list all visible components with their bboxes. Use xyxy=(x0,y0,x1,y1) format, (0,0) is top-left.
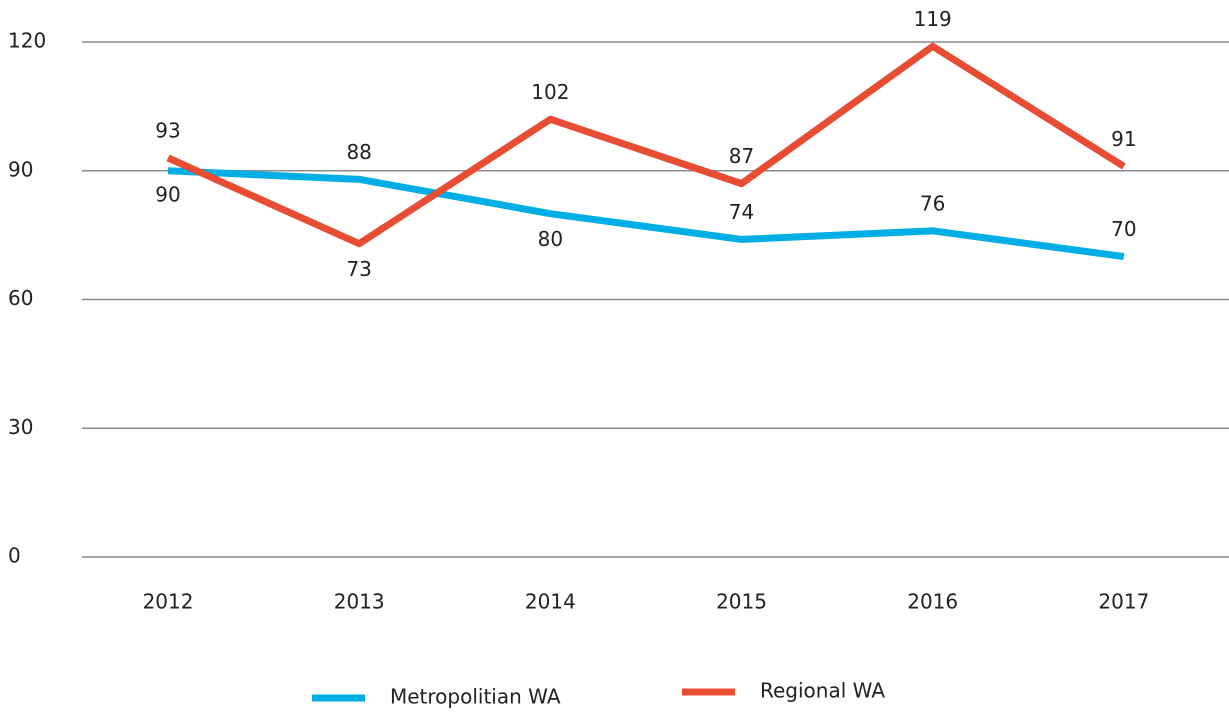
data-label: 90 xyxy=(155,182,180,206)
data-label: 76 xyxy=(920,191,945,215)
x-tick-label: 2012 xyxy=(143,590,194,614)
legend-label: Regional WA xyxy=(760,679,885,703)
data-label: 93 xyxy=(155,118,180,142)
x-tick-label: 2017 xyxy=(1098,590,1149,614)
y-tick-label: 120 xyxy=(8,29,46,53)
data-label: 80 xyxy=(538,227,563,251)
series-line xyxy=(166,42,1126,248)
x-tick-label: 2013 xyxy=(334,590,385,614)
data-label: 87 xyxy=(729,144,754,168)
series-line xyxy=(167,167,1125,261)
data-label: 102 xyxy=(531,80,569,104)
y-tick-label: 60 xyxy=(8,286,33,310)
data-label: 91 xyxy=(1111,127,1136,151)
x-tick-label: 2014 xyxy=(525,590,576,614)
y-tick-label: 30 xyxy=(8,415,33,439)
legend-label: Metropolitian WA xyxy=(390,685,561,709)
y-tick-label: 90 xyxy=(8,157,33,181)
data-label: 70 xyxy=(1111,217,1136,241)
data-label: 74 xyxy=(729,200,754,224)
data-label: 119 xyxy=(914,7,952,31)
data-label: 73 xyxy=(346,257,371,281)
x-tick-label: 2016 xyxy=(907,590,958,614)
x-tick-label: 2015 xyxy=(716,590,767,614)
y-tick-label: 0 xyxy=(8,544,21,568)
data-label: 88 xyxy=(346,140,371,164)
